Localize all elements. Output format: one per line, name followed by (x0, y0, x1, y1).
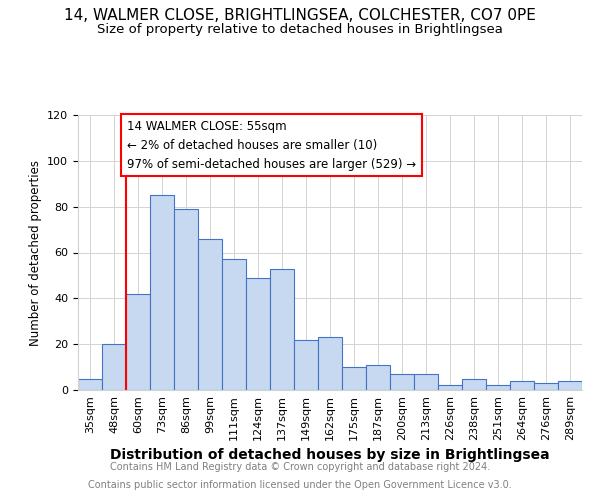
Bar (390, 374, 414, 390)
Bar (294, 340, 318, 390)
Bar (486, 386, 510, 390)
X-axis label: Distribution of detached houses by size in Brightlingsea: Distribution of detached houses by size … (110, 448, 550, 462)
Bar (438, 386, 462, 390)
Bar (102, 344, 126, 390)
Bar (126, 294, 150, 390)
Bar (198, 239, 222, 390)
Bar (318, 338, 342, 390)
Bar (222, 260, 246, 390)
Bar (558, 381, 582, 390)
Bar (174, 209, 198, 390)
Bar (270, 268, 294, 390)
Bar (510, 381, 534, 390)
Text: Contains HM Land Registry data © Crown copyright and database right 2024.: Contains HM Land Registry data © Crown c… (110, 462, 490, 472)
Text: 14, WALMER CLOSE, BRIGHTLINGSEA, COLCHESTER, CO7 0PE: 14, WALMER CLOSE, BRIGHTLINGSEA, COLCHES… (64, 8, 536, 22)
Bar (462, 378, 486, 390)
Bar (246, 278, 270, 390)
Bar (366, 365, 390, 390)
Y-axis label: Number of detached properties: Number of detached properties (29, 160, 41, 346)
Bar (150, 195, 174, 390)
Bar (534, 383, 558, 390)
Text: Contains public sector information licensed under the Open Government Licence v3: Contains public sector information licen… (88, 480, 512, 490)
Bar (78, 378, 102, 390)
Bar (342, 367, 366, 390)
Text: Size of property relative to detached houses in Brightlingsea: Size of property relative to detached ho… (97, 22, 503, 36)
Text: 14 WALMER CLOSE: 55sqm
← 2% of detached houses are smaller (10)
97% of semi-deta: 14 WALMER CLOSE: 55sqm ← 2% of detached … (127, 120, 416, 170)
Bar (414, 374, 438, 390)
